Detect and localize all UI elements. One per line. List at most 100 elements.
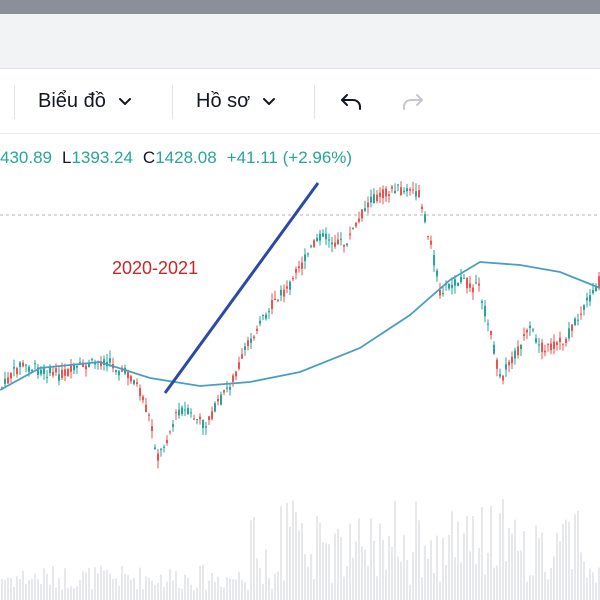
candle-body (466, 277, 468, 289)
volume-bar (493, 567, 495, 600)
volume-bar (502, 498, 504, 600)
volume-bar (112, 578, 114, 600)
volume-bar (394, 500, 396, 600)
volume-bar (178, 587, 180, 600)
candle-body (211, 411, 213, 420)
candle-body (280, 289, 282, 296)
volume-bar (247, 589, 249, 600)
volume-bar (532, 575, 534, 600)
volume-bar (262, 583, 264, 600)
price-chart[interactable] (0, 140, 600, 600)
candle-body (199, 416, 201, 420)
volume-bar (157, 583, 159, 600)
volume-bar (433, 573, 435, 600)
candle-body (571, 324, 573, 331)
volume-bars (1, 498, 600, 600)
volume-bar (271, 588, 273, 600)
volume-bar (196, 587, 198, 600)
candle-body (340, 238, 342, 240)
candle-body (22, 362, 24, 367)
candle-body (592, 290, 594, 294)
candle-body (55, 368, 57, 373)
trend-line[interactable] (163, 182, 320, 394)
candle-body (58, 374, 60, 381)
candle-body (226, 387, 228, 389)
volume-bar (535, 525, 537, 600)
candle-body (379, 192, 381, 197)
profile-menu-button[interactable]: Hồ sơ (196, 83, 278, 119)
volume-bar (571, 569, 573, 600)
candle-body (550, 343, 552, 351)
candle-body (394, 190, 396, 194)
annotation-label: 2020-2021 (112, 258, 199, 278)
volume-bar (520, 550, 522, 600)
candle-body (64, 369, 66, 376)
candle-body (595, 286, 597, 292)
candle-body (28, 366, 30, 372)
candle-body (442, 292, 444, 294)
volume-bar (352, 557, 354, 600)
candle-body (499, 374, 501, 377)
candle-body (577, 319, 579, 321)
volume-bar (430, 540, 432, 600)
candle-body (163, 446, 165, 448)
candle-body (481, 301, 483, 303)
volume-bar (355, 541, 357, 600)
volume-bar (574, 514, 576, 600)
candle-body (526, 329, 528, 333)
profile-menu-label: Hồ sơ (196, 89, 251, 112)
candle-body (4, 378, 6, 384)
candle-body (91, 359, 93, 361)
volume-bar (79, 579, 81, 600)
volume-bar (241, 580, 243, 600)
candle-body (487, 323, 489, 325)
candle-body (451, 284, 453, 288)
volume-bar (229, 578, 231, 600)
candle-body (358, 218, 360, 222)
volume-bar (160, 574, 162, 600)
volume-bar (169, 569, 171, 600)
candle-body (430, 240, 432, 245)
candle-body (88, 362, 90, 368)
candle-body (496, 359, 498, 369)
candle-body (583, 305, 585, 310)
candle-body (439, 289, 441, 296)
candle-body (73, 364, 75, 371)
candle-body (319, 233, 321, 241)
volume-bar (274, 573, 276, 600)
candle-body (529, 325, 531, 329)
candle-body (490, 330, 492, 335)
volume-bar (484, 574, 486, 600)
candle-body (127, 372, 129, 379)
volume-bar (202, 565, 204, 600)
volume-bar (418, 520, 420, 600)
candle-body (265, 314, 267, 319)
candle-body (559, 337, 561, 343)
candle-body (508, 361, 510, 366)
volume-bar (91, 589, 93, 600)
volume-bar (76, 586, 78, 600)
candle-body (361, 209, 363, 219)
candle-body (397, 184, 399, 186)
volume-bar (154, 584, 156, 600)
candle-body (328, 239, 330, 241)
undo-button[interactable] (334, 85, 368, 119)
volume-bar (142, 589, 144, 600)
candle-body (133, 380, 135, 385)
redo-button[interactable] (396, 85, 430, 119)
candle-body (544, 350, 546, 353)
volume-bar (313, 579, 315, 600)
candle-body (118, 371, 120, 376)
candle-body (433, 255, 435, 266)
chart-menu-button[interactable]: Biểu đồ (38, 83, 134, 119)
chart-menu-label: Biểu đồ (38, 89, 106, 112)
candle-body (256, 328, 258, 331)
volume-bar (58, 578, 60, 600)
candle-body (115, 369, 117, 372)
volume-bar (133, 577, 135, 600)
candle-body (409, 189, 411, 191)
volume-bar (382, 539, 384, 600)
candle-body (136, 382, 138, 385)
volume-bar (1, 578, 3, 600)
candle-body (310, 245, 312, 247)
